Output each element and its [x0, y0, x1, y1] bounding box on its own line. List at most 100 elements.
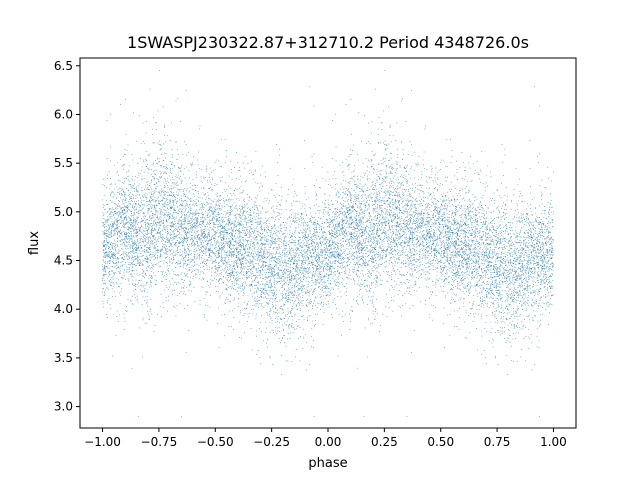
data-point — [133, 244, 134, 246]
data-point — [255, 258, 257, 260]
data-point — [119, 205, 120, 207]
data-point — [360, 297, 362, 299]
data-point — [466, 221, 468, 223]
data-point — [474, 231, 476, 233]
data-point — [290, 313, 291, 314]
data-point — [357, 237, 358, 239]
data-point — [399, 195, 400, 197]
data-point — [237, 274, 238, 275]
data-point — [253, 266, 255, 267]
data-point — [460, 214, 462, 215]
data-point — [182, 256, 183, 257]
data-point — [197, 218, 198, 219]
data-point — [283, 250, 285, 251]
data-point — [261, 226, 262, 227]
data-point — [548, 295, 550, 297]
data-point — [347, 240, 349, 242]
data-point — [425, 274, 426, 275]
data-point — [376, 204, 378, 205]
data-point — [540, 270, 542, 272]
data-point — [389, 190, 391, 192]
data-point — [172, 242, 174, 243]
data-point — [462, 265, 464, 267]
data-point — [221, 213, 222, 215]
data-point — [527, 260, 529, 262]
data-point — [215, 232, 217, 233]
data-point — [296, 279, 297, 281]
data-point — [128, 169, 130, 171]
data-point — [303, 269, 305, 271]
data-point — [540, 212, 542, 214]
data-point — [194, 251, 196, 253]
data-point — [377, 243, 378, 244]
data-point — [296, 284, 298, 286]
data-point — [368, 240, 370, 242]
data-point — [182, 221, 184, 222]
data-point — [459, 223, 461, 225]
data-point — [329, 227, 331, 228]
data-point — [235, 216, 237, 218]
data-point — [145, 160, 147, 162]
data-point — [516, 276, 518, 278]
data-point — [307, 257, 309, 259]
data-point — [128, 261, 130, 263]
data-point — [350, 199, 351, 201]
data-point — [388, 173, 390, 174]
data-point — [286, 282, 287, 284]
data-point — [233, 247, 234, 249]
data-point — [361, 140, 363, 142]
data-point — [216, 242, 217, 244]
data-point — [224, 257, 226, 259]
data-point — [275, 257, 277, 258]
data-point — [119, 240, 121, 241]
data-point — [457, 251, 459, 253]
data-point — [461, 255, 463, 257]
data-point — [305, 291, 306, 293]
data-point — [323, 244, 325, 245]
data-point — [519, 221, 520, 223]
data-point — [385, 201, 387, 203]
data-point — [145, 238, 146, 239]
data-point — [411, 228, 413, 230]
data-point — [409, 220, 411, 222]
data-point — [318, 258, 320, 259]
data-point — [206, 168, 208, 170]
data-point — [104, 283, 106, 285]
data-point — [454, 266, 456, 268]
data-point — [527, 255, 529, 257]
data-point — [194, 238, 196, 240]
data-point — [402, 188, 404, 190]
data-point — [116, 310, 118, 312]
data-point — [390, 203, 391, 205]
data-point — [443, 257, 445, 258]
data-point — [459, 275, 461, 277]
data-point — [370, 238, 372, 239]
data-point — [385, 173, 387, 175]
data-point — [533, 272, 535, 274]
data-point — [161, 177, 162, 179]
data-point — [340, 243, 341, 244]
data-point — [361, 235, 362, 237]
data-point — [325, 180, 327, 182]
data-point — [246, 273, 247, 275]
data-point — [516, 217, 518, 218]
data-point — [520, 292, 521, 294]
data-point — [259, 260, 260, 262]
data-point — [411, 251, 413, 253]
data-point — [156, 225, 158, 226]
data-point — [521, 274, 523, 275]
data-point — [379, 205, 381, 207]
data-point — [218, 208, 220, 210]
data-point — [282, 296, 284, 298]
data-point — [146, 257, 148, 258]
data-point — [472, 268, 474, 270]
data-point — [174, 224, 175, 225]
data-point — [533, 234, 535, 236]
data-point — [480, 284, 482, 286]
data-point — [161, 154, 162, 156]
data-point — [204, 241, 206, 242]
data-point — [384, 208, 386, 209]
data-point — [540, 281, 541, 283]
data-point — [239, 244, 241, 246]
data-point — [261, 268, 263, 270]
